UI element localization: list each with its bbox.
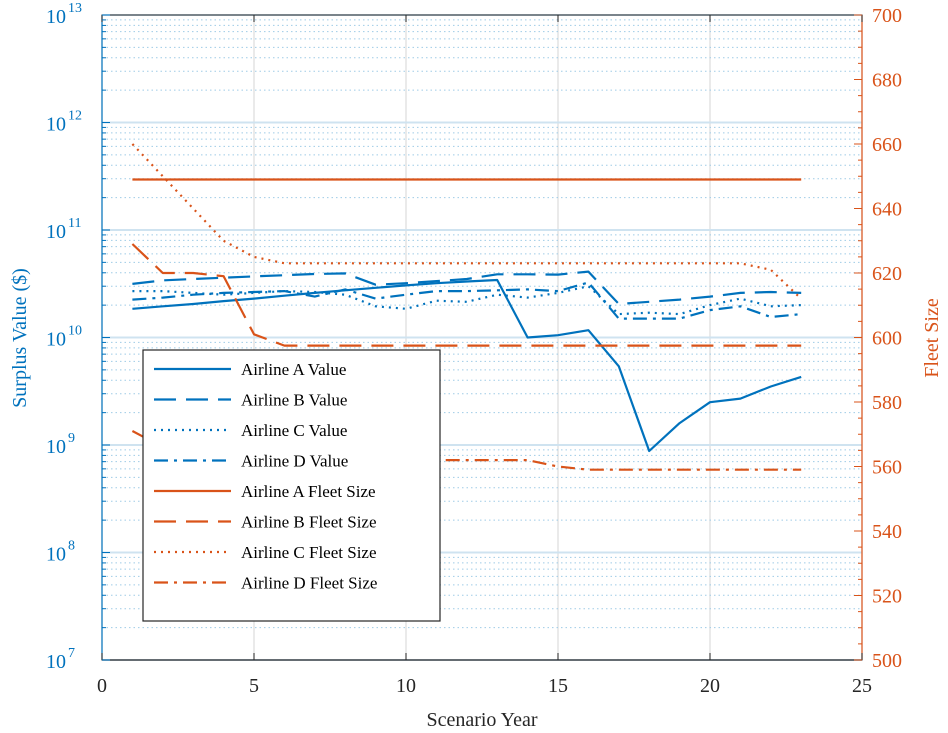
y-left-tick-label-base: 10 [46,329,66,351]
y-right-tick-label: 660 [872,134,902,156]
legend-label: Airline B Value [241,391,347,410]
y-axis-right-label: Fleet Size [921,298,943,378]
legend-label: Airline B Fleet Size [241,513,377,532]
y-axis-left-label: Surplus Value ($) [9,268,31,408]
y-left-tick-label-exponent: 7 [68,646,75,661]
y-left-tick-label-exponent: 12 [68,109,82,124]
legend-label: Airline D Value [241,452,348,471]
y-left-tick-label-exponent: 9 [68,431,75,446]
legend-label: Airline C Value [241,421,347,440]
series-line-0 [132,278,802,453]
y-right-tick-label: 500 [872,650,902,672]
legend-label: Airline D Fleet Size [241,574,377,593]
y-right-tick-label: 560 [872,457,902,479]
legend: Airline A Value Airline B Value Airline C … [142,349,441,622]
y-left-tick-label-base: 10 [46,221,66,243]
series-line-5 [131,243,802,347]
y-left-tick-label-exponent: 11 [68,216,81,231]
legend-box [142,349,441,622]
y-left-tick-label-base: 10 [46,544,66,566]
y-right-tick-label: 640 [872,199,902,221]
y-right-tick-label: 540 [872,521,902,543]
legend-label: Airline C Fleet Size [241,543,377,562]
y-left-tick-label-base: 10 [46,114,66,136]
x-tick-label: 20 [700,675,720,697]
series-line-6 [131,143,802,300]
y-right-tick-label: 620 [872,263,902,285]
y-left-tick-label-base: 10 [46,436,66,458]
x-tick-label: 15 [548,675,568,697]
series-line-2 [132,285,802,316]
series-line-1 [132,270,802,306]
y-right-tick-label: 580 [872,392,902,414]
y-left-tick-label-exponent: 13 [68,1,82,16]
y-right-tick-label: 520 [872,586,902,608]
legend-label: Airline A Fleet Size [241,482,376,501]
y-right-tick-label: 680 [872,70,902,92]
x-axis-label: Scenario Year [426,709,537,731]
x-tick-label: 10 [396,675,416,697]
legend-label: Airline A Value [241,360,346,379]
y-left-tick-label-base: 10 [46,651,66,673]
y-left-tick-label-exponent: 8 [68,539,75,554]
x-tick-label: 25 [852,675,872,697]
x-tick-label: 0 [97,675,107,697]
x-tick-label: 5 [249,675,259,697]
y-left-tick-label-base: 10 [46,6,66,28]
y-right-tick-label: 700 [872,5,902,27]
y-right-tick-label: 600 [872,328,902,350]
y-left-tick-label-exponent: 10 [68,324,82,339]
